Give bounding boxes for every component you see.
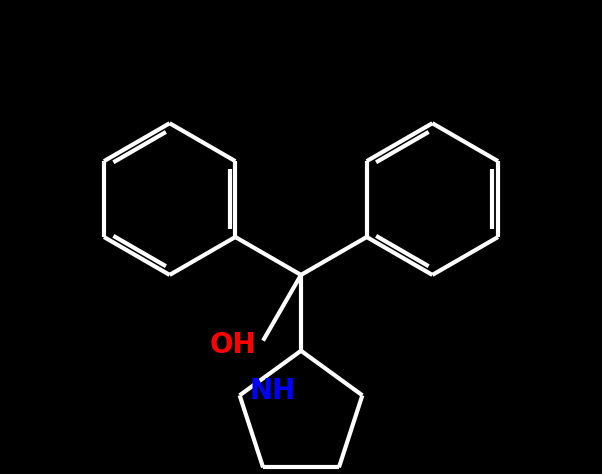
Text: OH: OH xyxy=(209,331,256,359)
Text: NH: NH xyxy=(249,377,296,405)
